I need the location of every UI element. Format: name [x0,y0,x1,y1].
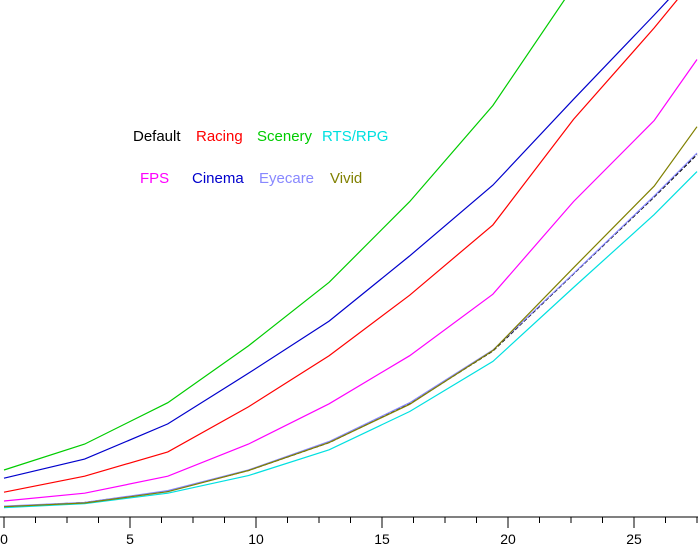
x-tick-label: 25 [626,531,642,546]
series-line-fps [3,59,698,502]
legend-item-eyecare: Eyecare [259,170,314,187]
x-tick-label: 5 [126,531,134,546]
series-layer [3,0,698,509]
legend-item-vivid: Vivid [330,170,362,187]
legend: Default Racing Scenery RTS/RPG FPS Cinema Eyec… [133,128,388,187]
x-tick-label: 20 [500,531,516,546]
x-axis-ticks: 0 5 10 15 20 25 [0,517,698,546]
legend-item-fps: FPS [140,170,169,187]
x-tick-label: 0 [0,531,8,546]
series-line-default [3,154,698,508]
legend-item-scenery: Scenery [257,128,313,145]
series-line-cinema [3,0,669,479]
legend-item-racing: Racing [196,128,243,145]
x-tick-label: 15 [374,531,390,546]
series-line-racing [3,0,678,493]
legend-item-rts-rpg: RTS/RPG [322,128,388,145]
series-line-eyecare [3,152,698,507]
legend-item-cinema: Cinema [192,170,244,187]
series-line-scenery [3,0,566,471]
series-line-vivid [3,126,698,508]
series-line-rts-rpg [3,171,698,509]
x-tick-label: 10 [248,531,264,546]
legend-item-default: Default [133,128,181,145]
